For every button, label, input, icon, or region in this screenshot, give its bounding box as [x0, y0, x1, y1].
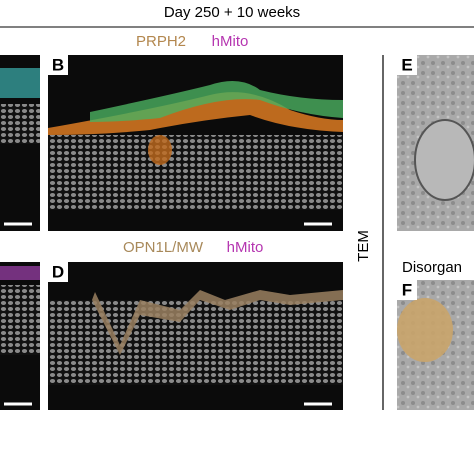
- figure-title: Day 250 + 10 weeks: [164, 4, 300, 21]
- stain-label: OPN1L/MW: [123, 239, 204, 256]
- panel-label: E: [401, 55, 412, 74]
- panel-label: B: [52, 55, 64, 74]
- panel-label: F: [402, 280, 412, 299]
- stain-label: PRPH2: [136, 33, 186, 50]
- panel-c-partial: [0, 262, 40, 410]
- panel-f: F: [397, 280, 474, 410]
- panel-a-partial: [0, 55, 40, 231]
- panel-e: E: [397, 55, 474, 231]
- panel-d: D: [48, 262, 343, 410]
- panel-b: B: [48, 55, 343, 231]
- stain-label: hMito: [212, 33, 249, 50]
- side-label: TEM: [355, 230, 372, 262]
- panel-label: D: [52, 262, 64, 281]
- stain-label: hMito: [227, 239, 264, 256]
- panel-caption: Disorgan: [402, 259, 462, 276]
